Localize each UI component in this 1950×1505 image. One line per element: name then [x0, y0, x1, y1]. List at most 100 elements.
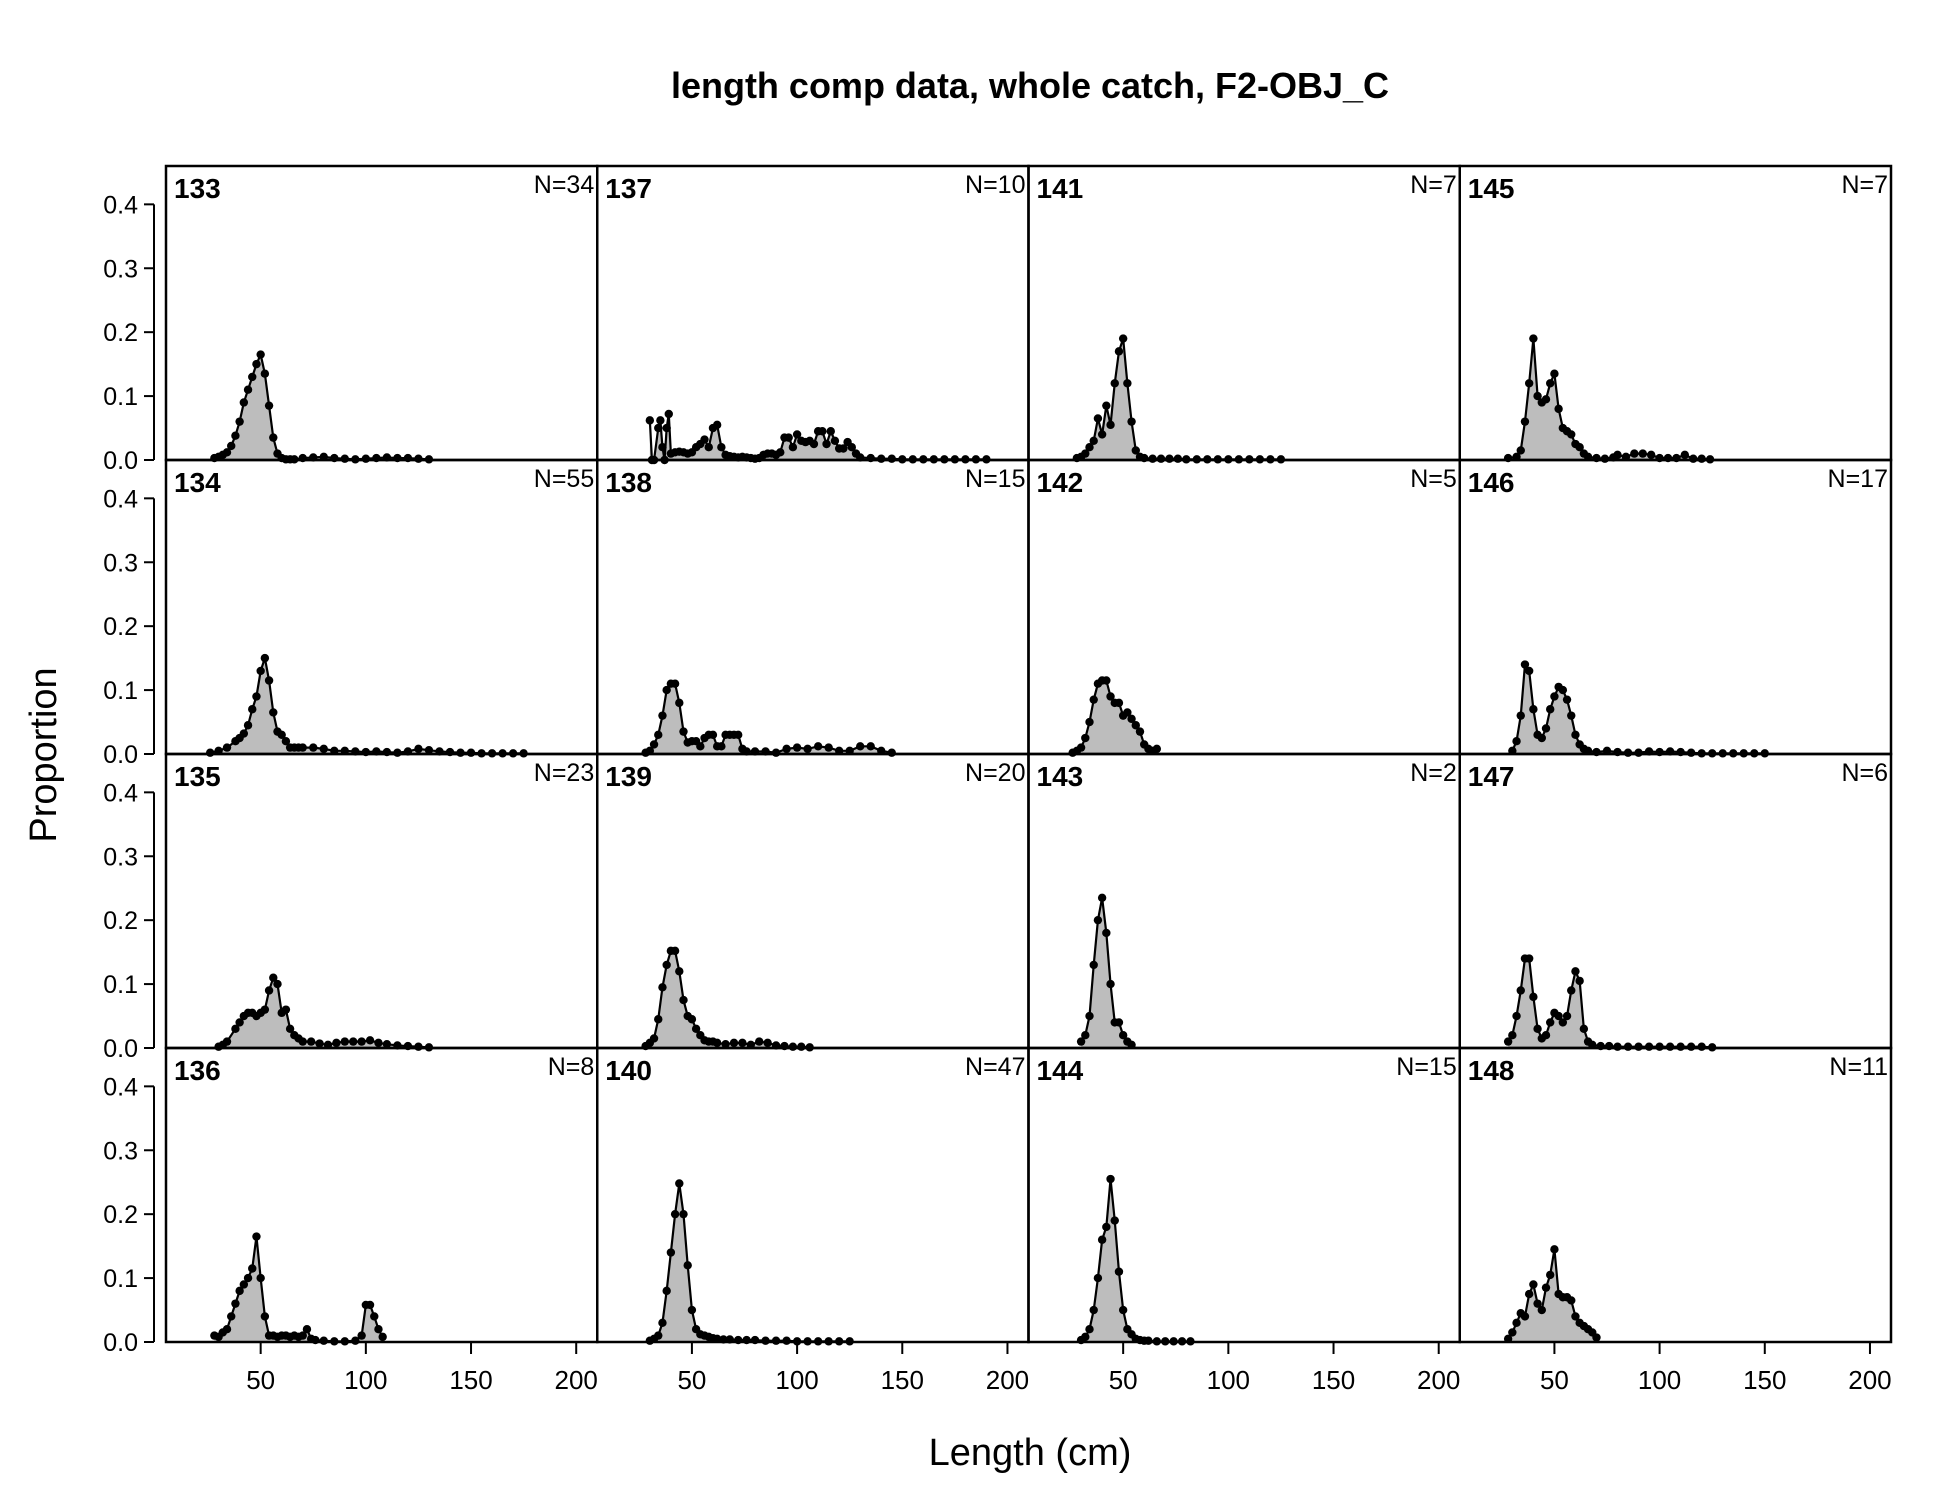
data-point	[1623, 748, 1633, 757]
data-point	[1148, 454, 1157, 463]
data-point	[721, 1039, 730, 1049]
data-point	[784, 433, 793, 442]
data-point	[1097, 1235, 1107, 1244]
data-point	[788, 443, 798, 452]
x-tick-label: 50	[677, 1365, 706, 1395]
data-point	[1110, 379, 1119, 388]
data-point	[456, 748, 465, 757]
x-tick-label: 200	[555, 1365, 598, 1395]
data-point	[260, 1005, 270, 1014]
data-point	[269, 708, 278, 717]
panel-n-label: N=7	[1410, 171, 1457, 199]
data-point	[1546, 705, 1555, 714]
data-point	[1508, 1031, 1517, 1040]
y-axis-label: Proportion	[23, 667, 65, 842]
data-point	[1537, 1305, 1546, 1315]
y-axis: 0.0 0.1 0.2 0.3 0.4	[103, 779, 155, 1063]
panel-135: 135 N=23 0.0 0.1 0.2 0.3 0.4	[103, 752, 599, 1063]
data-point	[1529, 992, 1538, 1002]
data-point	[1114, 698, 1124, 708]
panel-label: 141	[1037, 173, 1084, 204]
x-tick-label: 200	[1848, 1365, 1891, 1395]
panel-label: 136	[174, 1055, 221, 1086]
data-point	[818, 427, 827, 436]
data-point	[1571, 967, 1580, 976]
data-point	[1689, 454, 1698, 463]
chart-title: length comp data, whole catch, F2-OBJ_C	[671, 65, 1389, 106]
data-point	[393, 748, 402, 757]
data-point	[1567, 430, 1576, 439]
panel-frame-138	[596, 458, 1030, 756]
data-point	[239, 729, 249, 738]
data-point	[761, 1336, 770, 1345]
data-point	[691, 1024, 701, 1034]
data-point	[264, 676, 274, 685]
data-point	[717, 443, 726, 452]
data-point	[269, 973, 278, 982]
data-point	[248, 1264, 257, 1273]
data-point	[1537, 733, 1546, 743]
panel-frame-137	[596, 164, 1030, 462]
data-point	[1076, 743, 1086, 752]
data-point	[813, 742, 823, 751]
data-point	[414, 744, 423, 754]
data-point	[670, 679, 680, 688]
data-point	[269, 433, 278, 442]
data-point	[248, 705, 257, 714]
data-point	[1508, 1328, 1517, 1337]
panel-n-label: N=17	[1828, 465, 1888, 493]
data-point	[662, 685, 671, 695]
data-point	[683, 1261, 692, 1270]
panel-140: 140 N=47 50 100 150 200	[596, 1046, 1030, 1395]
data-point	[273, 979, 282, 989]
data-point	[222, 743, 232, 752]
panel-area-134	[210, 658, 524, 754]
x-axis: 50 100 150 200	[1540, 1341, 1892, 1395]
data-point	[1524, 1289, 1534, 1299]
data-point	[1697, 1042, 1706, 1051]
data-point	[382, 1039, 392, 1049]
x-tick-label: 50	[246, 1365, 275, 1395]
data-point	[1575, 976, 1584, 986]
data-point	[466, 748, 476, 757]
panel-145: 145 N=7	[1458, 164, 1893, 464]
data-point	[1697, 454, 1706, 463]
data-point	[361, 454, 371, 463]
y-tick-label: 0.1	[103, 971, 138, 999]
data-point	[235, 417, 244, 426]
data-point	[670, 946, 680, 956]
data-point	[281, 1005, 291, 1014]
y-tick-label: 0.1	[103, 677, 138, 705]
data-point	[1131, 721, 1140, 730]
data-point	[319, 744, 328, 754]
y-tick-label: 0.3	[103, 843, 138, 871]
data-point	[1623, 1042, 1633, 1051]
data-point	[656, 416, 665, 425]
x-tick-label: 150	[1312, 1365, 1355, 1395]
data-point	[830, 436, 840, 446]
data-point	[877, 454, 886, 463]
panel-area-144	[1081, 1179, 1191, 1342]
data-point	[1106, 1174, 1115, 1184]
data-point	[654, 1331, 663, 1340]
panel-area-147	[1508, 958, 1713, 1048]
data-point	[231, 1299, 240, 1308]
data-point	[1520, 660, 1530, 669]
data-point	[1613, 450, 1622, 460]
panel-area-137	[649, 413, 987, 460]
panel-144: 144 N=15 50 100 150 200	[1027, 1046, 1461, 1395]
x-tick-label: 100	[1638, 1365, 1681, 1395]
y-tick-label: 0.2	[103, 1201, 138, 1229]
data-point	[1165, 454, 1174, 463]
data-point	[664, 409, 673, 419]
data-point	[1676, 1042, 1685, 1051]
data-point	[1114, 1018, 1124, 1027]
data-point	[809, 439, 819, 449]
data-point	[1558, 685, 1568, 695]
data-point	[826, 427, 835, 436]
data-point	[1085, 1011, 1094, 1021]
data-point	[649, 1034, 659, 1043]
panel-n-label: N=34	[534, 171, 595, 199]
panel-n-label: N=2	[1410, 759, 1457, 787]
data-point	[281, 737, 291, 746]
